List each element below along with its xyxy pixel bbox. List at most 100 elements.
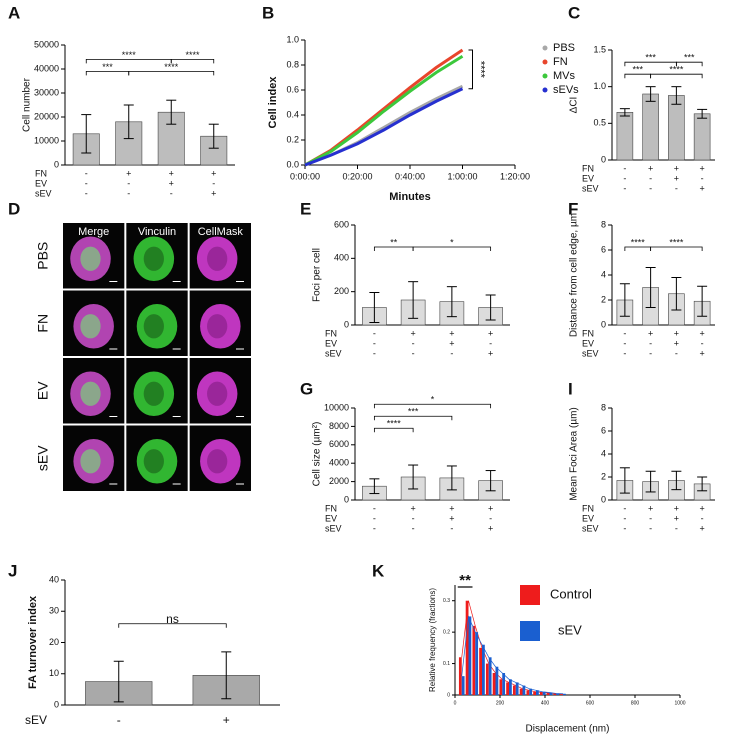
condition-sign: - — [623, 513, 626, 523]
y-tick-label: 50000 — [34, 39, 59, 49]
significance-label: **** — [185, 50, 200, 60]
condition-sign: - — [649, 338, 652, 348]
significance-bracket — [128, 71, 215, 76]
y-tick-label: 0.5 — [593, 118, 606, 128]
condition-sign: - — [373, 513, 376, 523]
x-axis-label: Minutes — [389, 191, 431, 203]
condition-sign: - — [212, 178, 215, 188]
y-tick-label: 1.0 — [286, 34, 299, 44]
y-tick-label: 8000 — [329, 421, 349, 431]
significance-bracket — [373, 427, 414, 433]
condition-sign: + — [169, 178, 174, 188]
y-tick-label: 6 — [601, 425, 606, 435]
condition-sign: - — [170, 188, 173, 198]
condition-name: FN — [582, 328, 594, 338]
condition-sign: + — [674, 338, 679, 348]
condition-sign: + — [674, 163, 679, 173]
histogram-bar — [519, 688, 523, 695]
condition-sign: + — [699, 163, 704, 173]
condition-sign: - — [701, 513, 704, 523]
series-line — [304, 87, 464, 167]
significance-label: **** — [387, 419, 402, 429]
significance-bracket — [118, 623, 227, 628]
series-line — [304, 48, 464, 167]
cell-core — [80, 314, 101, 339]
histogram-bar — [468, 616, 472, 695]
histogram-bar — [502, 673, 506, 695]
y-tick-label: 10 — [49, 668, 59, 678]
condition-sign: + — [648, 503, 653, 513]
legend-label: sEV — [558, 622, 582, 637]
series-line — [304, 54, 464, 167]
y-tick-label: 0 — [54, 159, 59, 169]
row-label: PBS — [35, 242, 51, 270]
significance-label: *** — [102, 62, 113, 72]
y-tick-label: 0 — [344, 319, 349, 329]
significance-bracket — [170, 59, 215, 64]
condition-sign: + — [449, 328, 454, 338]
histogram-bar — [458, 657, 462, 695]
condition-sign: - — [623, 523, 626, 533]
condition-sign: + — [699, 328, 704, 338]
significance-bracket — [85, 71, 130, 76]
significance-label: *** — [684, 53, 695, 63]
histogram-bar — [522, 685, 526, 695]
y-axis-label: Relative frequency (fractions) — [428, 588, 437, 692]
y-tick-label: 20 — [49, 637, 59, 647]
condition-sign: + — [449, 513, 454, 523]
y-axis-label: Cell index — [267, 76, 279, 129]
y-tick-label: 2 — [601, 294, 606, 304]
y-tick-label: 4000 — [329, 458, 349, 468]
significance-bracket — [650, 73, 703, 79]
y-tick-label: 400 — [334, 253, 349, 263]
cell-core — [143, 449, 164, 474]
condition-sign: + — [488, 503, 493, 513]
histogram-bar — [506, 682, 509, 695]
condition-sign: - — [412, 348, 415, 358]
condition-name: sEV — [35, 188, 52, 198]
y-axis-label: FA turnover index — [27, 595, 39, 689]
histogram-bar — [461, 676, 465, 695]
histogram-bar — [482, 644, 485, 695]
y-axis-label: Foci per cell — [312, 248, 323, 302]
y-tick-label: 0 — [54, 699, 59, 709]
panel-letter: F — [568, 199, 578, 218]
condition-sign: - — [489, 513, 492, 523]
condition-sign: - — [649, 523, 652, 533]
legend-marker — [542, 45, 548, 51]
y-tick-label: 0 — [601, 319, 606, 329]
x-tick-label: 1:20:00 — [500, 171, 530, 181]
y-tick-label: 1.5 — [593, 44, 606, 54]
bar — [642, 93, 659, 161]
significance-bracket — [373, 415, 453, 421]
legend-label: PBS — [553, 42, 575, 54]
condition-sign: - — [450, 348, 453, 358]
condition-sign: - — [85, 168, 88, 178]
y-tick-label: 1.0 — [593, 81, 606, 91]
significance-label: **** — [475, 61, 487, 79]
cell-core — [143, 381, 164, 406]
y-tick-label: 0.1 — [443, 661, 450, 667]
y-tick-label: 0 — [344, 494, 349, 504]
condition-sign: + — [488, 523, 493, 533]
cell-core — [80, 246, 101, 271]
condition-sign: + — [211, 188, 216, 198]
histogram-bar — [465, 600, 469, 695]
condition-sign: - — [127, 178, 130, 188]
condition-sign: - — [649, 513, 652, 523]
condition-sign: + — [699, 348, 704, 358]
y-tick-label: 30 — [49, 606, 59, 616]
histogram-bar — [515, 682, 519, 695]
y-tick-label: 20000 — [34, 111, 59, 121]
y-tick-label: 10000 — [324, 402, 349, 412]
significance-label: *** — [408, 407, 419, 417]
y-tick-label: 0.3 — [443, 598, 450, 604]
y-tick-label: 40000 — [34, 63, 59, 73]
y-tick-label: 0.4 — [286, 109, 299, 119]
panel-letter: G — [300, 379, 313, 398]
legend-marker — [542, 59, 548, 65]
legend-marker — [542, 73, 548, 79]
panel-letter: E — [300, 199, 311, 218]
condition-name: EV — [35, 178, 47, 188]
significance-label: *** — [632, 65, 643, 75]
